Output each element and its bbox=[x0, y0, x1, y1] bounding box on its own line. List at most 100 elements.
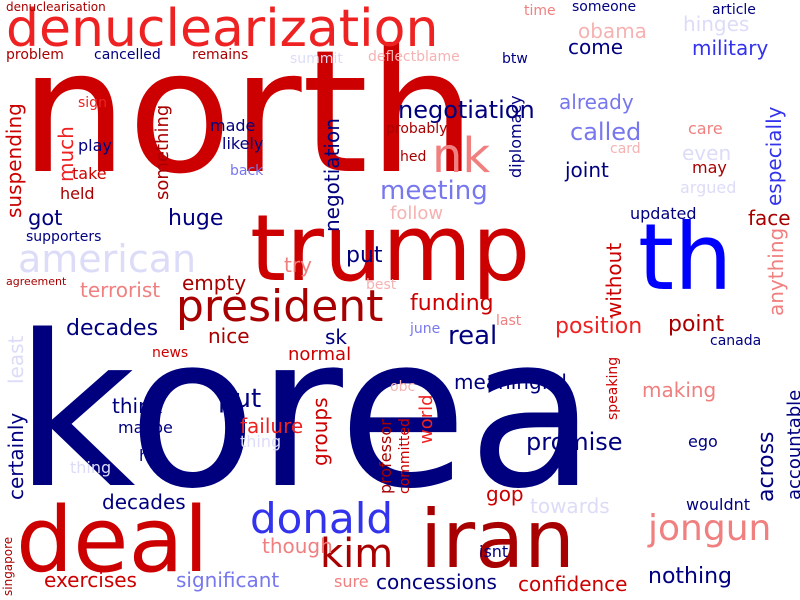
word-position: point bbox=[668, 312, 725, 337]
word-problem: problem bbox=[6, 47, 64, 63]
word-maybe: maybe bbox=[118, 418, 173, 437]
word-last: last bbox=[496, 313, 522, 329]
word-updated: updated bbox=[630, 204, 697, 223]
word-meaningful: meaningful bbox=[454, 370, 567, 394]
word-making: making bbox=[642, 378, 717, 402]
word-real: empty bbox=[182, 271, 247, 295]
word-negotiation-final: negotiation bbox=[320, 118, 344, 232]
word-much: much bbox=[54, 126, 78, 182]
word-made: made bbox=[210, 116, 256, 135]
word-take: take bbox=[72, 164, 107, 183]
word-sk: try bbox=[284, 253, 312, 277]
word-deflectblame: deflectblame bbox=[368, 49, 460, 65]
word-back: back bbox=[230, 163, 264, 179]
word-iran: iran bbox=[420, 493, 575, 586]
word-summit: summit bbox=[290, 51, 343, 67]
word-sign: sign bbox=[78, 95, 107, 111]
word-hit: thing bbox=[70, 458, 112, 477]
word-news: news bbox=[152, 345, 189, 361]
word-anything: anything bbox=[764, 227, 788, 316]
word-ego: ego bbox=[688, 432, 718, 451]
word-put: put bbox=[218, 384, 262, 414]
word-card: card bbox=[610, 141, 641, 157]
word-june: june bbox=[410, 321, 441, 337]
word-promise: funding bbox=[410, 291, 494, 316]
word-hed: hed bbox=[400, 149, 427, 165]
word-kim: kim bbox=[320, 531, 394, 577]
word-care: care bbox=[688, 119, 723, 138]
word-held: held bbox=[60, 184, 95, 203]
word-come: come bbox=[568, 35, 624, 59]
word-article: article bbox=[712, 2, 756, 18]
word-agreement: agreement bbox=[6, 275, 67, 288]
word-remains: remains bbox=[192, 47, 249, 63]
word-wouldnt: wouldnt bbox=[686, 495, 751, 514]
word-supporters: supporters bbox=[26, 229, 102, 245]
word-cancelled: cancelled bbox=[94, 47, 161, 63]
word-across: across bbox=[754, 431, 779, 502]
word-even: even bbox=[682, 141, 732, 165]
word-denuclearization: denuclearization bbox=[6, 0, 439, 59]
word-funding: position bbox=[555, 314, 643, 339]
word-exercises: exercises bbox=[44, 568, 137, 592]
word-trump: trump bbox=[250, 195, 531, 302]
word-especially: especially bbox=[762, 106, 786, 206]
word-suspending: suspending bbox=[2, 103, 26, 218]
word-normal: sk bbox=[325, 325, 348, 349]
word-face: face bbox=[748, 206, 791, 230]
word-someone: someone bbox=[572, 0, 637, 15]
word-nice: real bbox=[448, 321, 498, 351]
word-donald: donald bbox=[250, 494, 394, 543]
word-already: already bbox=[559, 90, 634, 114]
word-american: american bbox=[18, 237, 197, 281]
word-deal: deal bbox=[16, 488, 209, 593]
word-north: north bbox=[20, 14, 477, 212]
word-confidence: confidence bbox=[518, 572, 628, 596]
word-nothing: promise bbox=[526, 428, 623, 456]
word-gop: gop bbox=[486, 482, 524, 506]
word-sure: sure bbox=[334, 572, 369, 591]
word-play: play bbox=[78, 136, 112, 155]
word-singapore: singapore bbox=[1, 536, 15, 596]
word-huge: think bbox=[112, 394, 163, 418]
word-something: something bbox=[152, 104, 173, 200]
word-jongun: jongun bbox=[648, 508, 772, 549]
word-without: without bbox=[602, 242, 626, 318]
word-good: hit bbox=[139, 446, 160, 465]
word-obc: obc bbox=[390, 379, 416, 395]
word-president: president bbox=[176, 281, 384, 332]
word-terrorist: got bbox=[28, 206, 63, 230]
word-groups: groups bbox=[308, 397, 332, 466]
word-obama: obama bbox=[578, 19, 647, 43]
word-least-v2: least bbox=[4, 335, 28, 384]
word-hinges: hinges bbox=[683, 12, 750, 36]
word-military: military bbox=[692, 36, 769, 60]
word-actively: nothing bbox=[648, 564, 732, 589]
word-canada: canada bbox=[710, 333, 762, 349]
word-think: decades bbox=[66, 316, 159, 341]
word-point: called bbox=[570, 118, 642, 146]
word-korea: korea bbox=[14, 290, 597, 535]
word-got: put bbox=[346, 243, 383, 268]
word-best: best bbox=[366, 277, 397, 293]
word-speaking: speaking bbox=[605, 356, 621, 420]
word-time: time bbox=[524, 3, 556, 19]
word-thing: thing bbox=[240, 432, 282, 451]
word-loss: failure bbox=[240, 414, 304, 438]
word-committed: committed bbox=[397, 418, 413, 494]
word-decades: decades bbox=[102, 490, 186, 514]
word-likely: likely bbox=[222, 134, 264, 153]
word-show: normal bbox=[288, 344, 352, 365]
word-try: terrorist bbox=[80, 278, 161, 302]
word-called: negotiation bbox=[398, 96, 535, 124]
word-accountable: accountable bbox=[784, 389, 800, 500]
word-joint: joint bbox=[565, 158, 609, 182]
word-probably: probably bbox=[386, 121, 448, 137]
word-may: may bbox=[692, 158, 727, 177]
word-btw: btw bbox=[502, 51, 528, 67]
word-concessions: concessions bbox=[376, 570, 497, 594]
word-certainly: certainly bbox=[4, 412, 28, 500]
word-isnt: isnt bbox=[479, 542, 509, 561]
word-th: th bbox=[638, 204, 733, 311]
